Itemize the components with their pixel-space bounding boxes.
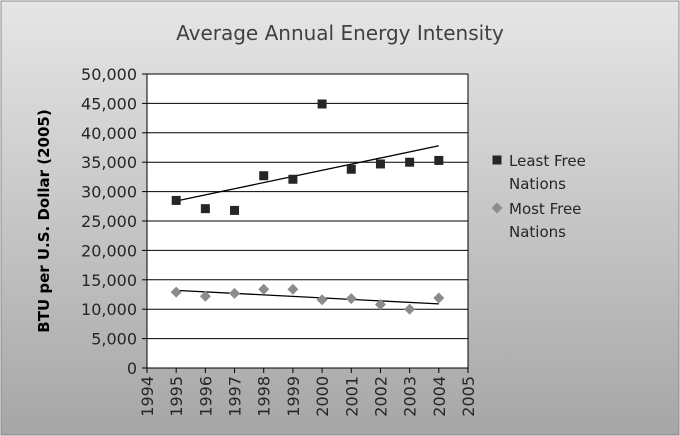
point-most-free [258, 283, 270, 295]
point-most-free [287, 283, 299, 295]
x-tick-label: 2004 [430, 376, 449, 417]
point-least-free [259, 171, 269, 181]
grid-lines [147, 73, 468, 340]
x-tick-label: 2001 [342, 376, 361, 417]
trendlines [176, 145, 439, 305]
point-least-free [171, 195, 181, 205]
point-least-free [434, 155, 444, 165]
legend: Least Free Nations Most Free Nations [491, 152, 586, 241]
point-least-free [375, 159, 385, 169]
chart-title: Average Annual Energy Intensity [176, 21, 504, 45]
point-most-free [316, 294, 328, 306]
x-tick-label: 1995 [167, 376, 186, 417]
data-points [170, 99, 445, 315]
x-tick-label: 1998 [255, 376, 274, 417]
x-tick-label: 1997 [226, 376, 245, 417]
point-most-free [374, 298, 386, 310]
point-most-free [345, 293, 357, 305]
y-tick-labels: 0 5,000 10,000 15,000 20,000 25,000 30,000 35,0… [81, 65, 147, 378]
y-axis-label: BTU per U.S. Dollar (2005) [35, 109, 53, 332]
x-tick-label: 2002 [371, 376, 390, 417]
x-tick-label: 2000 [313, 376, 332, 417]
y-tick-label: 5,000 [91, 330, 137, 349]
y-tick-label: 30,000 [81, 183, 137, 202]
legend-label: Most Free Nations [509, 200, 581, 241]
trendline-series-2 [176, 289, 439, 305]
legend-label: Least Free Nations [509, 152, 586, 193]
y-tick-label: 0 [127, 359, 137, 378]
y-tick-label: 40,000 [81, 124, 137, 143]
legend-marker-square [492, 155, 502, 165]
x-tick-labels: 1994 1995 1996 1997 1998 1999 2000 2001 2002 2003… [138, 368, 478, 417]
point-least-free [200, 204, 210, 214]
point-least-free [230, 205, 240, 215]
point-most-free [229, 287, 241, 299]
point-least-free [288, 174, 298, 184]
x-tick-label: 2003 [401, 376, 420, 417]
x-tick-label: 1996 [196, 376, 215, 417]
x-tick-label: 1999 [284, 376, 303, 417]
trendline-series-1 [176, 145, 439, 202]
point-most-free [433, 292, 445, 304]
x-tick-label: 1994 [138, 376, 157, 417]
point-most-free [404, 303, 416, 315]
x-tick-label: 2005 [459, 376, 478, 417]
point-most-free [199, 290, 211, 302]
point-least-free [405, 157, 415, 167]
y-tick-label: 20,000 [81, 241, 137, 260]
y-tick-label: 35,000 [81, 153, 137, 172]
point-least-free [346, 164, 356, 174]
y-tick-label: 45,000 [81, 94, 137, 113]
point-least-free [317, 99, 327, 109]
y-tick-label: 15,000 [81, 271, 137, 290]
y-tick-label: 25,000 [81, 212, 137, 231]
point-most-free [170, 286, 182, 298]
legend-marker-diamond [491, 202, 503, 214]
y-tick-label: 50,000 [81, 65, 137, 84]
y-tick-label: 10,000 [81, 300, 137, 319]
